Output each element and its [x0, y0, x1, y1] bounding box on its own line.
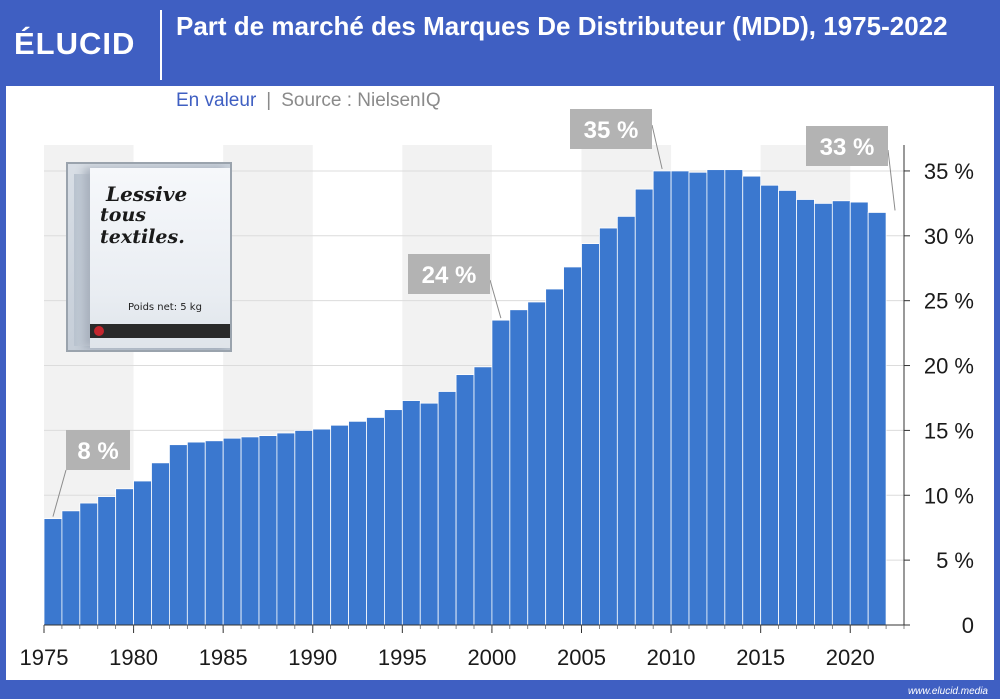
callout-label: 8 %: [77, 438, 118, 465]
x-tick-label: 1995: [378, 645, 427, 670]
bar-2016: [760, 184, 779, 626]
x-tick-label: 2020: [826, 645, 875, 670]
logo-divider: [160, 10, 162, 80]
bar-1991: [312, 428, 332, 626]
bar-2018: [796, 199, 815, 626]
bar-1984: [186, 441, 206, 626]
callout-box: [806, 126, 888, 166]
bar-2020: [831, 200, 851, 626]
y-tick-label: 25 %: [924, 289, 974, 314]
bar-2015: [742, 175, 762, 626]
x-tick-label: 1990: [288, 645, 337, 670]
y-tick-label: 0: [962, 613, 974, 638]
subtitle-separator: |: [266, 90, 272, 111]
callout-box: [408, 254, 490, 294]
product-photo: Lessive tous textiles. Poids net: 5 kg: [66, 162, 232, 352]
callout-leader: [52, 469, 67, 517]
bar-2014: [724, 169, 744, 626]
y-tick-label: 15 %: [924, 418, 974, 443]
product-weight: Poids net: 5 kg: [128, 302, 202, 313]
bar-1989: [276, 432, 296, 626]
bar-2009: [634, 188, 654, 626]
bar-1977: [61, 510, 81, 626]
y-tick-label: 30 %: [924, 224, 974, 249]
subtitle-source: Source : NielsenIQ: [281, 90, 441, 111]
bar-1982: [151, 462, 170, 626]
bar-1996: [401, 400, 421, 626]
y-tick-label: 35 %: [924, 159, 974, 184]
bar-1976: [43, 518, 63, 626]
bar-2022: [867, 212, 887, 626]
x-tick-label: 2005: [557, 645, 606, 670]
bar-1990: [294, 430, 314, 626]
bar-2001: [491, 319, 511, 626]
x-tick-label: 2015: [736, 645, 785, 670]
bar-1981: [133, 480, 152, 626]
bar-1986: [222, 437, 242, 626]
callout-label: 33 %: [820, 134, 875, 161]
callout-leader: [651, 124, 663, 170]
elucid-logo: ÉLUCID: [14, 26, 136, 61]
x-tick-label: 2000: [467, 645, 516, 670]
header: ÉLUCID Part de marché des Marques De Dis…: [0, 0, 1000, 90]
bar-1985: [204, 440, 224, 626]
bar-2021: [849, 201, 869, 626]
bar-2008: [616, 215, 636, 626]
bar-1992: [330, 424, 349, 626]
product-name-line1: Lessive: [106, 182, 188, 206]
bar-1995: [384, 409, 403, 626]
bar-2000: [473, 366, 493, 626]
bar-2017: [778, 190, 797, 626]
x-tick-label: 1975: [20, 645, 69, 670]
x-tick-label: 1985: [199, 645, 248, 670]
chart-subtitle: En valeur | Source : NielsenIQ: [176, 90, 441, 112]
bar-2019: [814, 202, 833, 626]
callout-leader: [887, 149, 896, 211]
bar-1983: [169, 444, 188, 626]
brand-mark-icon: [94, 326, 104, 336]
bar-2003: [527, 301, 547, 626]
callout-box: [570, 109, 652, 149]
box-face: [90, 168, 230, 348]
bar-2005: [563, 266, 582, 626]
bar-1978: [79, 502, 99, 626]
bar-1988: [258, 435, 278, 626]
bar-2011: [670, 170, 690, 626]
product-name-line2: tous textiles.: [100, 204, 185, 248]
bar-2002: [509, 309, 529, 626]
bar-1997: [419, 402, 439, 626]
bar-2007: [599, 227, 618, 626]
bar-2004: [545, 288, 564, 626]
box-side: [74, 174, 92, 346]
callout-label: 24 %: [422, 262, 477, 289]
callout-leader: [489, 279, 502, 319]
x-tick-label: 2010: [647, 645, 696, 670]
bar-1994: [366, 417, 385, 626]
bar-1993: [348, 420, 367, 626]
bar-1999: [455, 374, 475, 626]
x-tick-label: 1980: [109, 645, 158, 670]
y-tick-label: 5 %: [936, 548, 974, 573]
bar-2012: [688, 171, 708, 626]
bar-1979: [97, 496, 117, 626]
bar-2010: [652, 170, 672, 626]
callout-box: [66, 430, 130, 470]
product-band: [90, 324, 230, 338]
bar-1980: [115, 488, 134, 626]
callout-label: 35 %: [584, 117, 639, 144]
bar-1987: [240, 436, 260, 626]
bar-2006: [581, 243, 600, 626]
bar-2013: [706, 169, 726, 626]
footer-url: www.elucid.media: [907, 686, 988, 697]
y-tick-label: 10 %: [924, 483, 974, 508]
bar-1998: [437, 391, 457, 626]
subtitle-measure: En valeur: [176, 90, 257, 111]
y-tick-label: 20 %: [924, 354, 974, 379]
chart-title: Part de marché des Marques De Distribute…: [176, 11, 948, 41]
